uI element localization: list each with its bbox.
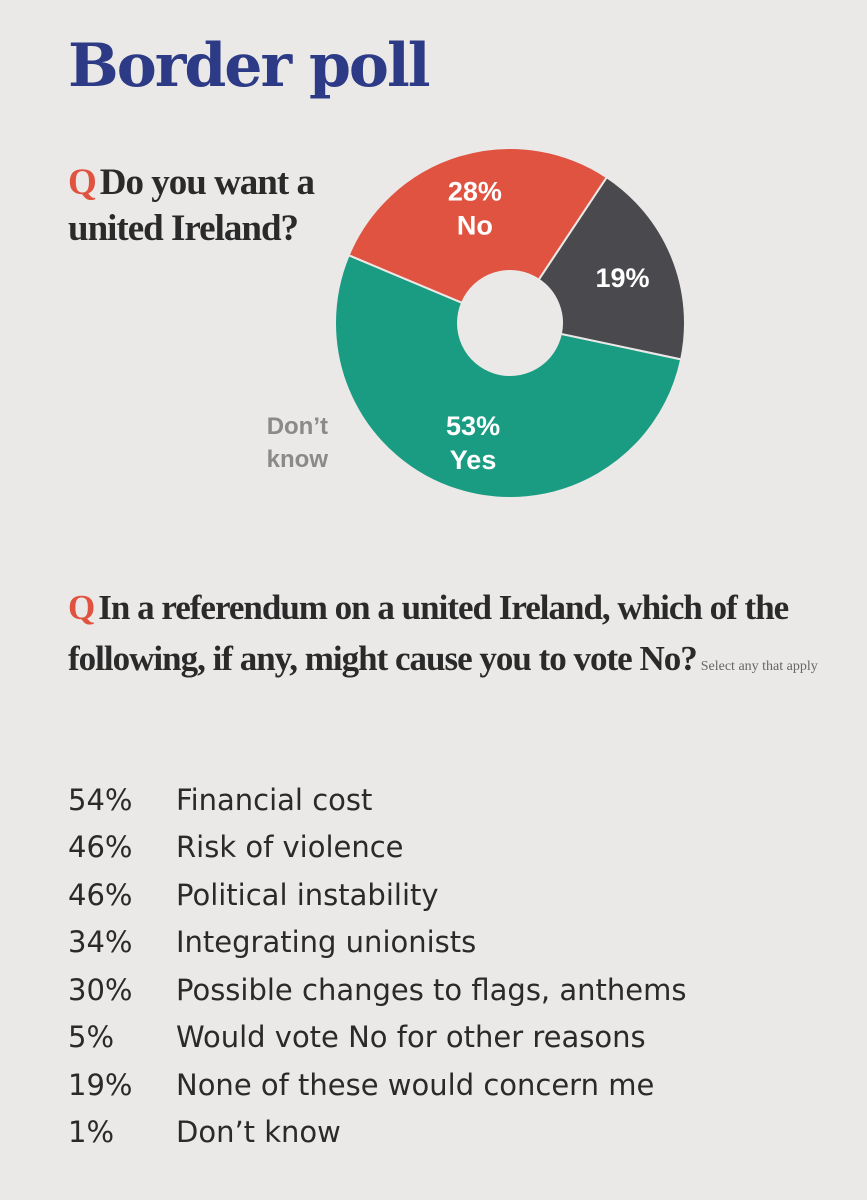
list-item: 46% Risk of violence [68,824,848,872]
reason-percent: 46% [68,877,133,912]
slice-category-label: Yes [450,445,497,475]
list-item: 1% Don’t know [68,1109,848,1157]
question-1-text: Do you want a united Ireland? [68,162,315,249]
slice-don-t-know [537,175,686,361]
reason-percent: 5% [68,1020,115,1055]
list-item: 34% Integrating unionists [68,919,848,967]
reason-percent: 54% [68,782,133,817]
list-item: 46% Political instability [68,871,848,919]
select-note: Select any that apply [700,659,818,674]
donut-chart: 53% Yes 28% No 19% [334,148,686,499]
reason-percent: 1% [68,1115,115,1150]
question-marker: Q [68,162,97,203]
slice-value-label: 53% [446,411,500,441]
reason-label: Would vote No for other reasons [176,1020,646,1055]
reason-list: 54% Financial cost 46% Risk of violence 46% P… [68,776,848,1156]
list-item: 19% None of these would concern me [68,1061,848,1109]
slice-no [347,148,609,305]
slice-value-label: 19% [595,263,649,293]
reason-label: None of these would concern me [176,1067,655,1102]
question-2-text: In a referendum on a united Ireland, whi… [68,588,789,678]
reason-percent: 19% [68,1067,133,1102]
question-marker: Q [68,588,95,627]
reason-label: Integrating unionists [176,925,477,960]
reason-percent: 30% [68,972,133,1007]
reason-label: Possible changes to flags, anthems [176,972,687,1007]
list-item: 54% Financial cost [68,776,848,824]
reason-percent: 46% [68,830,133,865]
list-item: 30% Possible changes to flags, anthems [68,966,848,1014]
dont-know-outside-label: Don’t know [266,413,328,473]
question-1: Q Do you want a united Ireland? [68,160,318,252]
slice-yes [334,253,683,499]
reason-label: Don’t know [176,1115,341,1150]
reason-label: Financial cost [176,782,373,817]
page-title: Border poll [68,31,431,101]
reason-percent: 34% [68,925,133,960]
reason-label: Risk of violence [176,830,404,865]
slice-category-label: No [457,211,493,241]
slice-value-label: 28% [448,177,502,207]
reason-label: Political instability [176,877,439,912]
question-2: Q In a referendum on a united Ireland, wh… [68,582,828,692]
list-item: 5% Would vote No for other reasons [68,1014,848,1062]
